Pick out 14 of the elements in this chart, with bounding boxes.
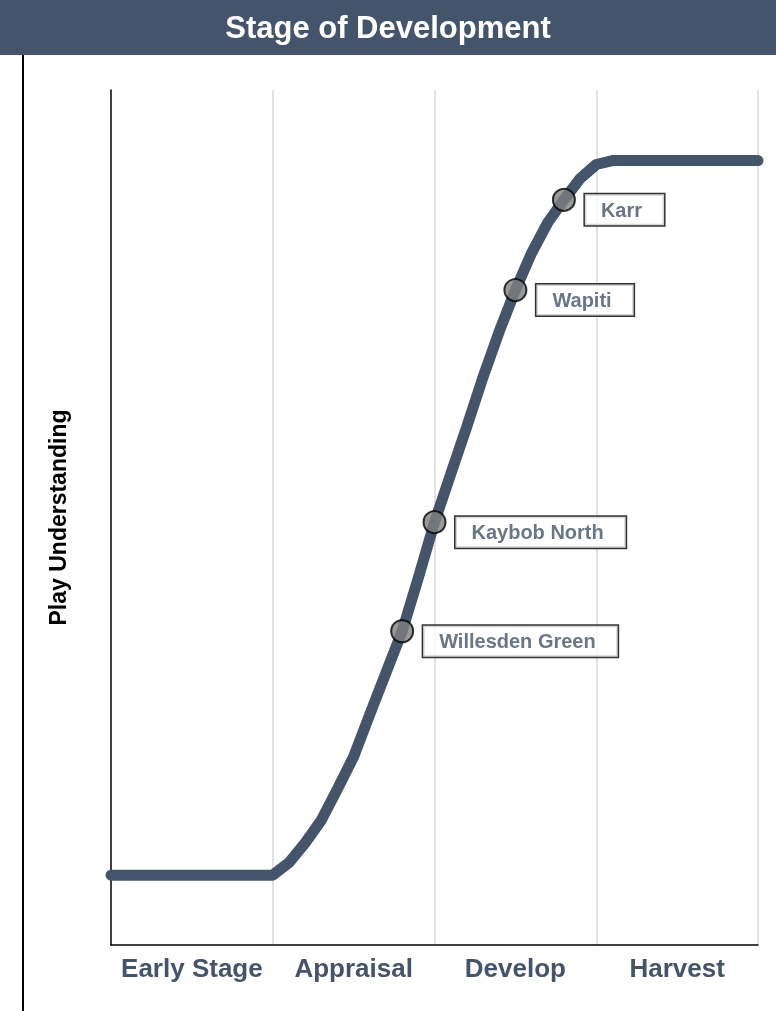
x-tick-label: Harvest	[629, 953, 726, 983]
point	[390, 619, 415, 644]
annotation: Wapiti	[552, 289, 612, 312]
annotation: Kaybob North	[471, 521, 604, 544]
x-tick-label: Early Stage	[121, 953, 263, 983]
y-axis-title: Play Understanding	[44, 409, 71, 626]
x-tick-label: Appraisal	[294, 953, 413, 983]
point	[551, 187, 576, 212]
point	[503, 278, 528, 303]
chart-title: Stage of Development	[0, 0, 776, 55]
x-tick-label: Develop	[464, 953, 566, 983]
annotation: Willesden Green	[439, 630, 596, 653]
point	[422, 510, 447, 535]
annotation: Karr	[600, 198, 643, 221]
